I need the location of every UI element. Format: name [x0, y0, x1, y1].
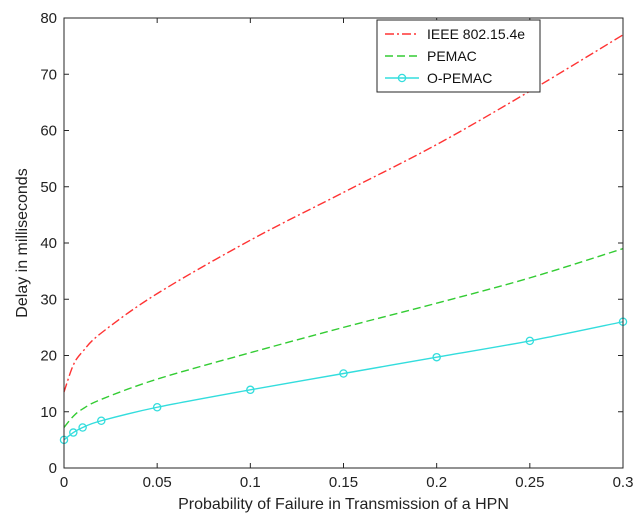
x-tick-label: 0.15: [329, 474, 358, 491]
data-point-o-pemac-6: [339, 369, 348, 378]
y-tick-label: 20: [40, 348, 57, 365]
x-tick-label: 0.1: [240, 474, 261, 491]
legend-label-pemac: PEMAC: [427, 48, 477, 64]
x-tick-label: 0.25: [515, 474, 544, 491]
axes: 0 0.05 0.1 0.15 0.2 0.25 0.3 0 10 20 30 40 50 60 70 80: [40, 10, 633, 491]
y-tick-label: 80: [40, 10, 57, 27]
data-point-o-pemac-8: [525, 336, 535, 346]
y-tick-label: 40: [40, 235, 57, 252]
y-axis-label: Delay in milliseconds: [14, 168, 31, 317]
data-point-o-pemac-1: [69, 428, 78, 437]
data-point-o-pemac-7: [432, 352, 441, 362]
y-tick-label: 0: [49, 460, 57, 477]
y-tick-label: 30: [40, 291, 57, 308]
series-line-ieee-802-15-4e: [63, 34, 624, 393]
plot-area: [59, 34, 628, 445]
data-point-o-pemac-3: [97, 416, 106, 425]
data-point-o-pemac-2: [78, 423, 87, 432]
series-line-pemac: [63, 247, 624, 428]
legend: IEEE 802.15.4e PEMAC O-PEMAC: [376, 19, 541, 93]
x-tick-label: 0: [60, 474, 68, 491]
legend-label-ieee-802-15-4e: IEEE 802.15.4e: [427, 26, 525, 42]
y-tick-label: 70: [40, 66, 57, 83]
x-tick-label: 0.2: [426, 474, 447, 491]
x-tick-label: 0.05: [143, 474, 172, 491]
y-tick-label: 50: [40, 179, 57, 196]
data-point-o-pemac-4: [152, 402, 162, 412]
y-tick-label: 60: [40, 123, 57, 140]
x-axis-label: Probability of Failure in Transmission o…: [178, 496, 509, 513]
y-tick-label: 10: [40, 404, 57, 421]
legend-label-o-pemac: O-PEMAC: [427, 70, 492, 86]
data-point-o-pemac-5: [246, 385, 255, 395]
legend-marker-o-pemac: [397, 73, 407, 83]
x-tick-label: 0.3: [613, 474, 633, 491]
